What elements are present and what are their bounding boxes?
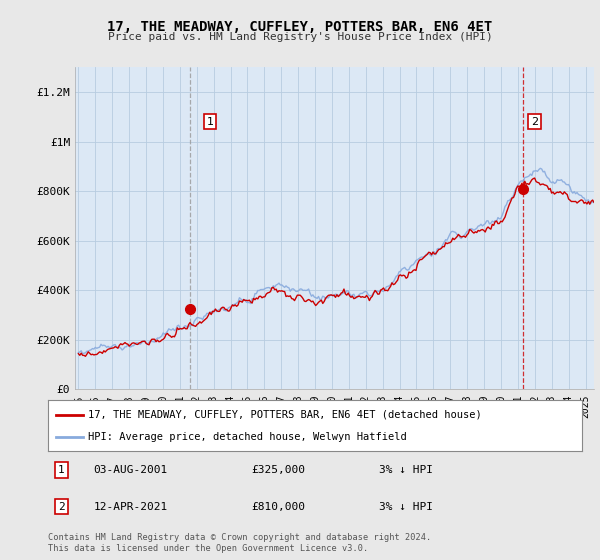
Text: 2: 2	[531, 116, 538, 127]
Text: Contains HM Land Registry data © Crown copyright and database right 2024.
This d: Contains HM Land Registry data © Crown c…	[48, 533, 431, 553]
Text: HPI: Average price, detached house, Welwyn Hatfield: HPI: Average price, detached house, Welw…	[88, 432, 407, 442]
Text: 1: 1	[206, 116, 214, 127]
Text: 17, THE MEADWAY, CUFFLEY, POTTERS BAR, EN6 4ET: 17, THE MEADWAY, CUFFLEY, POTTERS BAR, E…	[107, 20, 493, 34]
Text: 3% ↓ HPI: 3% ↓ HPI	[379, 465, 433, 475]
Text: 17, THE MEADWAY, CUFFLEY, POTTERS BAR, EN6 4ET (detached house): 17, THE MEADWAY, CUFFLEY, POTTERS BAR, E…	[88, 409, 482, 419]
Text: 1: 1	[58, 465, 65, 475]
Text: Price paid vs. HM Land Registry's House Price Index (HPI): Price paid vs. HM Land Registry's House …	[107, 32, 493, 42]
Text: 12-APR-2021: 12-APR-2021	[94, 502, 167, 511]
Text: £325,000: £325,000	[251, 465, 305, 475]
Text: £810,000: £810,000	[251, 502, 305, 511]
Text: 03-AUG-2001: 03-AUG-2001	[94, 465, 167, 475]
Text: 2: 2	[58, 502, 65, 511]
Text: 3% ↓ HPI: 3% ↓ HPI	[379, 502, 433, 511]
